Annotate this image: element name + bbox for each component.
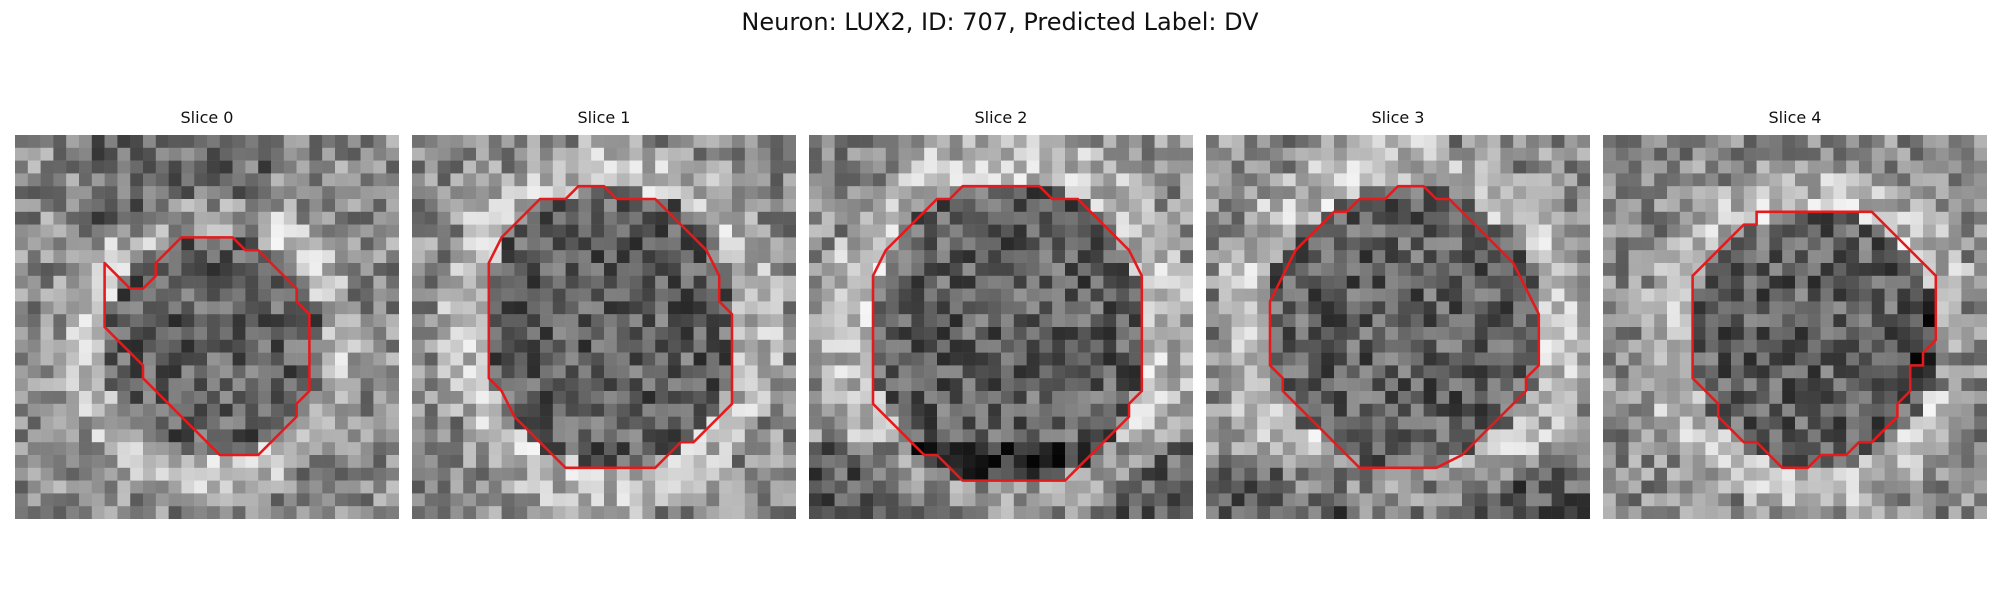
slice-panel-4: Slice 4	[1603, 108, 1987, 520]
slice-pixels-2	[809, 135, 1193, 519]
slice-title-2: Slice 2	[974, 108, 1028, 127]
slice-image-4	[1603, 135, 1987, 519]
slice-pixels-3	[1206, 135, 1590, 519]
slice-pixels-4	[1603, 135, 1987, 519]
slice-pixels-1	[412, 135, 796, 519]
slice-title-1: Slice 1	[577, 108, 631, 127]
slice-panel-1: Slice 1	[412, 108, 796, 520]
slice-image-0	[15, 135, 399, 519]
figure-title: Neuron: LUX2, ID: 707, Predicted Label: …	[741, 8, 1259, 36]
neuron-contour-2	[871, 184, 1144, 482]
slice-image-3	[1206, 135, 1590, 519]
slice-title-0: Slice 0	[180, 108, 234, 127]
neuron-contour-4	[1691, 210, 1938, 470]
slice-title-4: Slice 4	[1768, 108, 1822, 127]
neuron-contour-3	[1268, 184, 1541, 470]
slice-panel-3: Slice 3	[1206, 108, 1590, 520]
slice-image-1	[412, 135, 796, 519]
neuron-contour-0	[103, 236, 311, 457]
neuron-contour-1	[487, 184, 734, 470]
slice-image-2	[809, 135, 1193, 519]
slice-panel-0: Slice 0	[15, 108, 399, 520]
slice-title-3: Slice 3	[1371, 108, 1425, 127]
slice-pixels-0	[15, 135, 399, 519]
slice-panel-2: Slice 2	[809, 108, 1193, 520]
